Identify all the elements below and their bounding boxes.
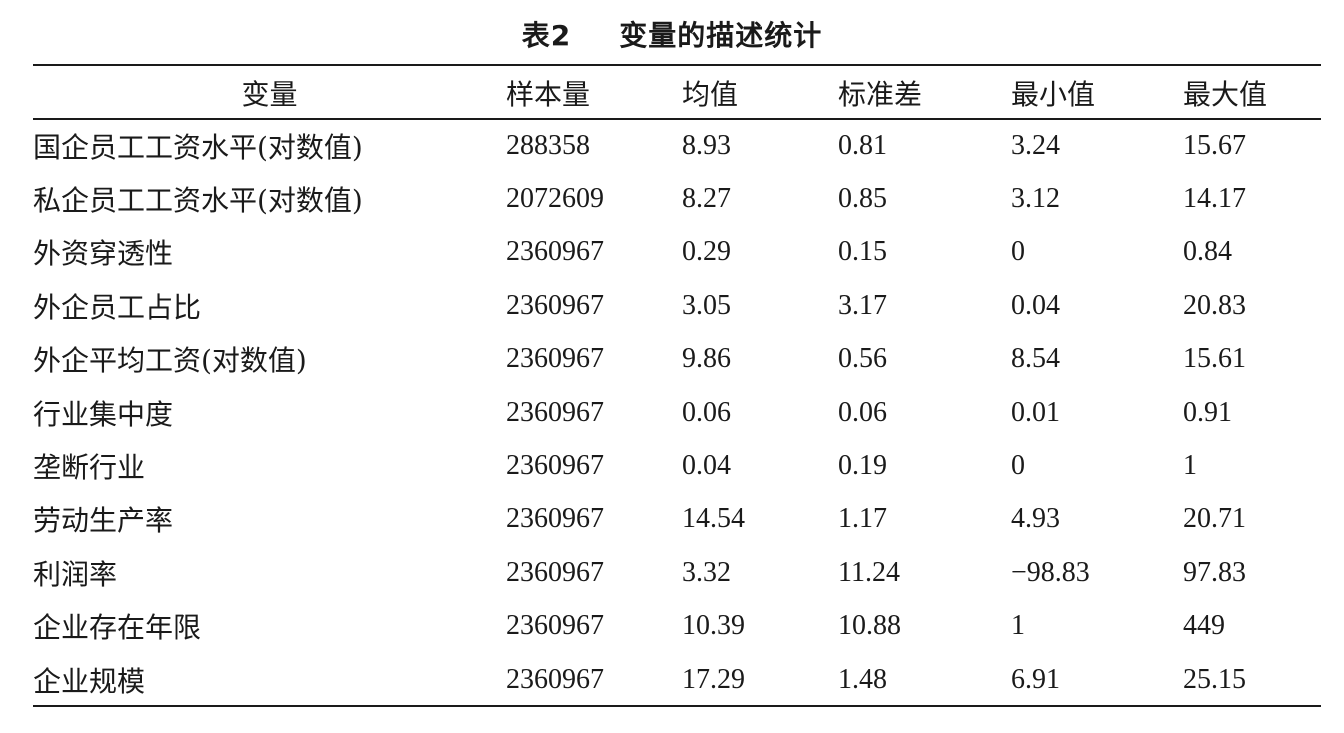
- max-cell: 15.67: [1183, 129, 1246, 161]
- table-row: 劳动生产率 2360967 14.54 1.17 4.93 20.71: [33, 493, 1321, 546]
- sample-size-cell: 2360967: [506, 556, 604, 588]
- table-caption: 表2 变量的描述统计: [0, 14, 1344, 58]
- min-cell: 0.01: [1011, 396, 1060, 428]
- variable-name-cell: 外企平均工资(对数值): [33, 344, 307, 378]
- mean-cell: 0.04: [682, 450, 731, 482]
- table-row: 企业存在年限 2360967 10.39 10.88 1 449: [33, 600, 1321, 653]
- table-row: 外企平均工资(对数值) 2360967 9.86 0.56 8.54 15.61: [33, 333, 1321, 386]
- table-title: 变量的描述统计: [619, 19, 823, 52]
- std-dev-cell: 0.56: [838, 343, 887, 375]
- max-cell: 20.83: [1183, 289, 1246, 321]
- sample-size-cell: 2360967: [506, 396, 604, 428]
- sample-size-cell: 2360967: [506, 610, 604, 642]
- sample-size-cell: 2072609: [506, 183, 604, 215]
- min-cell: 8.54: [1011, 343, 1060, 375]
- mean-cell: 8.27: [682, 183, 731, 215]
- sample-size-cell: 2360967: [506, 289, 604, 321]
- variable-name-cell: 行业集中度: [33, 397, 174, 431]
- sample-size-cell: 2360967: [506, 450, 604, 482]
- min-cell: 4.93: [1011, 503, 1060, 535]
- std-dev-cell: 0.81: [838, 129, 887, 161]
- sample-size-cell: 2360967: [506, 236, 604, 268]
- table-row: 垄断行业 2360967 0.04 0.19 0 1: [33, 439, 1321, 492]
- sample-size-cell: 2360967: [506, 503, 604, 535]
- table-row: 企业规模 2360967 17.29 1.48 6.91 25.15: [33, 653, 1321, 706]
- header-row: 变量 样本量 均值 标准差 最小值 最大值: [33, 66, 1321, 119]
- mean-cell: 0.29: [682, 236, 731, 268]
- max-cell: 15.61: [1183, 343, 1246, 375]
- header-max: 最大值: [1183, 77, 1268, 111]
- mean-cell: 3.32: [682, 556, 731, 588]
- std-dev-cell: 1.48: [838, 663, 887, 695]
- std-dev-cell: 1.17: [838, 503, 887, 535]
- mean-cell: 9.86: [682, 343, 731, 375]
- min-cell: −98.83: [1011, 556, 1090, 588]
- min-cell: 0.04: [1011, 289, 1060, 321]
- std-dev-cell: 0.06: [838, 396, 887, 428]
- mean-cell: 3.05: [682, 289, 731, 321]
- max-cell: 0.91: [1183, 396, 1232, 428]
- table-row: 行业集中度 2360967 0.06 0.06 0.01 0.91: [33, 386, 1321, 439]
- std-dev-cell: 3.17: [838, 289, 887, 321]
- variable-name-cell: 企业存在年限: [33, 611, 202, 645]
- variable-name-cell: 企业规模: [33, 664, 146, 698]
- variable-name-cell: 国企员工工资水平(对数值): [33, 130, 363, 164]
- descriptive-statistics-table: 变量 样本量 均值 标准差 最小值 最大值 国企员工工资水平(对数值) 28835…: [33, 66, 1321, 706]
- max-cell: 1: [1183, 450, 1197, 482]
- variable-name-cell: 垄断行业: [33, 451, 146, 485]
- mean-cell: 8.93: [682, 129, 731, 161]
- variable-name-cell: 外企员工占比: [33, 290, 202, 324]
- max-cell: 449: [1183, 610, 1225, 642]
- variable-name-cell: 利润率: [33, 557, 118, 591]
- variable-name-cell: 劳动生产率: [33, 504, 174, 538]
- sample-size-cell: 2360967: [506, 343, 604, 375]
- max-cell: 14.17: [1183, 183, 1246, 215]
- mean-cell: 17.29: [682, 663, 745, 695]
- table-row: 私企员工工资水平(对数值) 2072609 8.27 0.85 3.12 14.17: [33, 172, 1321, 225]
- table-number: 表2: [521, 19, 572, 52]
- header-min: 最小值: [1011, 77, 1096, 111]
- max-cell: 97.83: [1183, 556, 1246, 588]
- std-dev-cell: 0.85: [838, 183, 887, 215]
- header-sample-size: 样本量: [506, 77, 591, 111]
- min-cell: 3.12: [1011, 183, 1060, 215]
- variable-name-cell: 私企员工工资水平(对数值): [33, 184, 363, 218]
- max-cell: 25.15: [1183, 663, 1246, 695]
- header-std-dev: 标准差: [838, 77, 923, 111]
- table-row: 外企员工占比 2360967 3.05 3.17 0.04 20.83: [33, 279, 1321, 332]
- table-row: 国企员工工资水平(对数值) 288358 8.93 0.81 3.24 15.67: [33, 119, 1321, 172]
- std-dev-cell: 11.24: [838, 556, 900, 588]
- min-cell: 3.24: [1011, 129, 1060, 161]
- table-row: 外资穿透性 2360967 0.29 0.15 0 0.84: [33, 226, 1321, 279]
- max-cell: 0.84: [1183, 236, 1232, 268]
- mean-cell: 14.54: [682, 503, 745, 535]
- min-cell: 6.91: [1011, 663, 1060, 695]
- header-mean: 均值: [682, 77, 739, 111]
- variable-name-cell: 外资穿透性: [33, 237, 174, 271]
- top-rule: [33, 64, 1321, 66]
- std-dev-cell: 10.88: [838, 610, 901, 642]
- min-cell: 0: [1011, 450, 1025, 482]
- sample-size-cell: 288358: [506, 129, 590, 161]
- std-dev-cell: 0.19: [838, 450, 887, 482]
- min-cell: 1: [1011, 610, 1025, 642]
- bottom-rule: [33, 705, 1321, 707]
- max-cell: 20.71: [1183, 503, 1246, 535]
- table-row: 利润率 2360967 3.32 11.24 −98.83 97.83: [33, 546, 1321, 599]
- min-cell: 0: [1011, 236, 1025, 268]
- mean-cell: 0.06: [682, 396, 731, 428]
- std-dev-cell: 0.15: [838, 236, 887, 268]
- sample-size-cell: 2360967: [506, 663, 604, 695]
- header-variable: 变量: [241, 77, 298, 111]
- header-rule: [33, 118, 1321, 120]
- mean-cell: 10.39: [682, 610, 745, 642]
